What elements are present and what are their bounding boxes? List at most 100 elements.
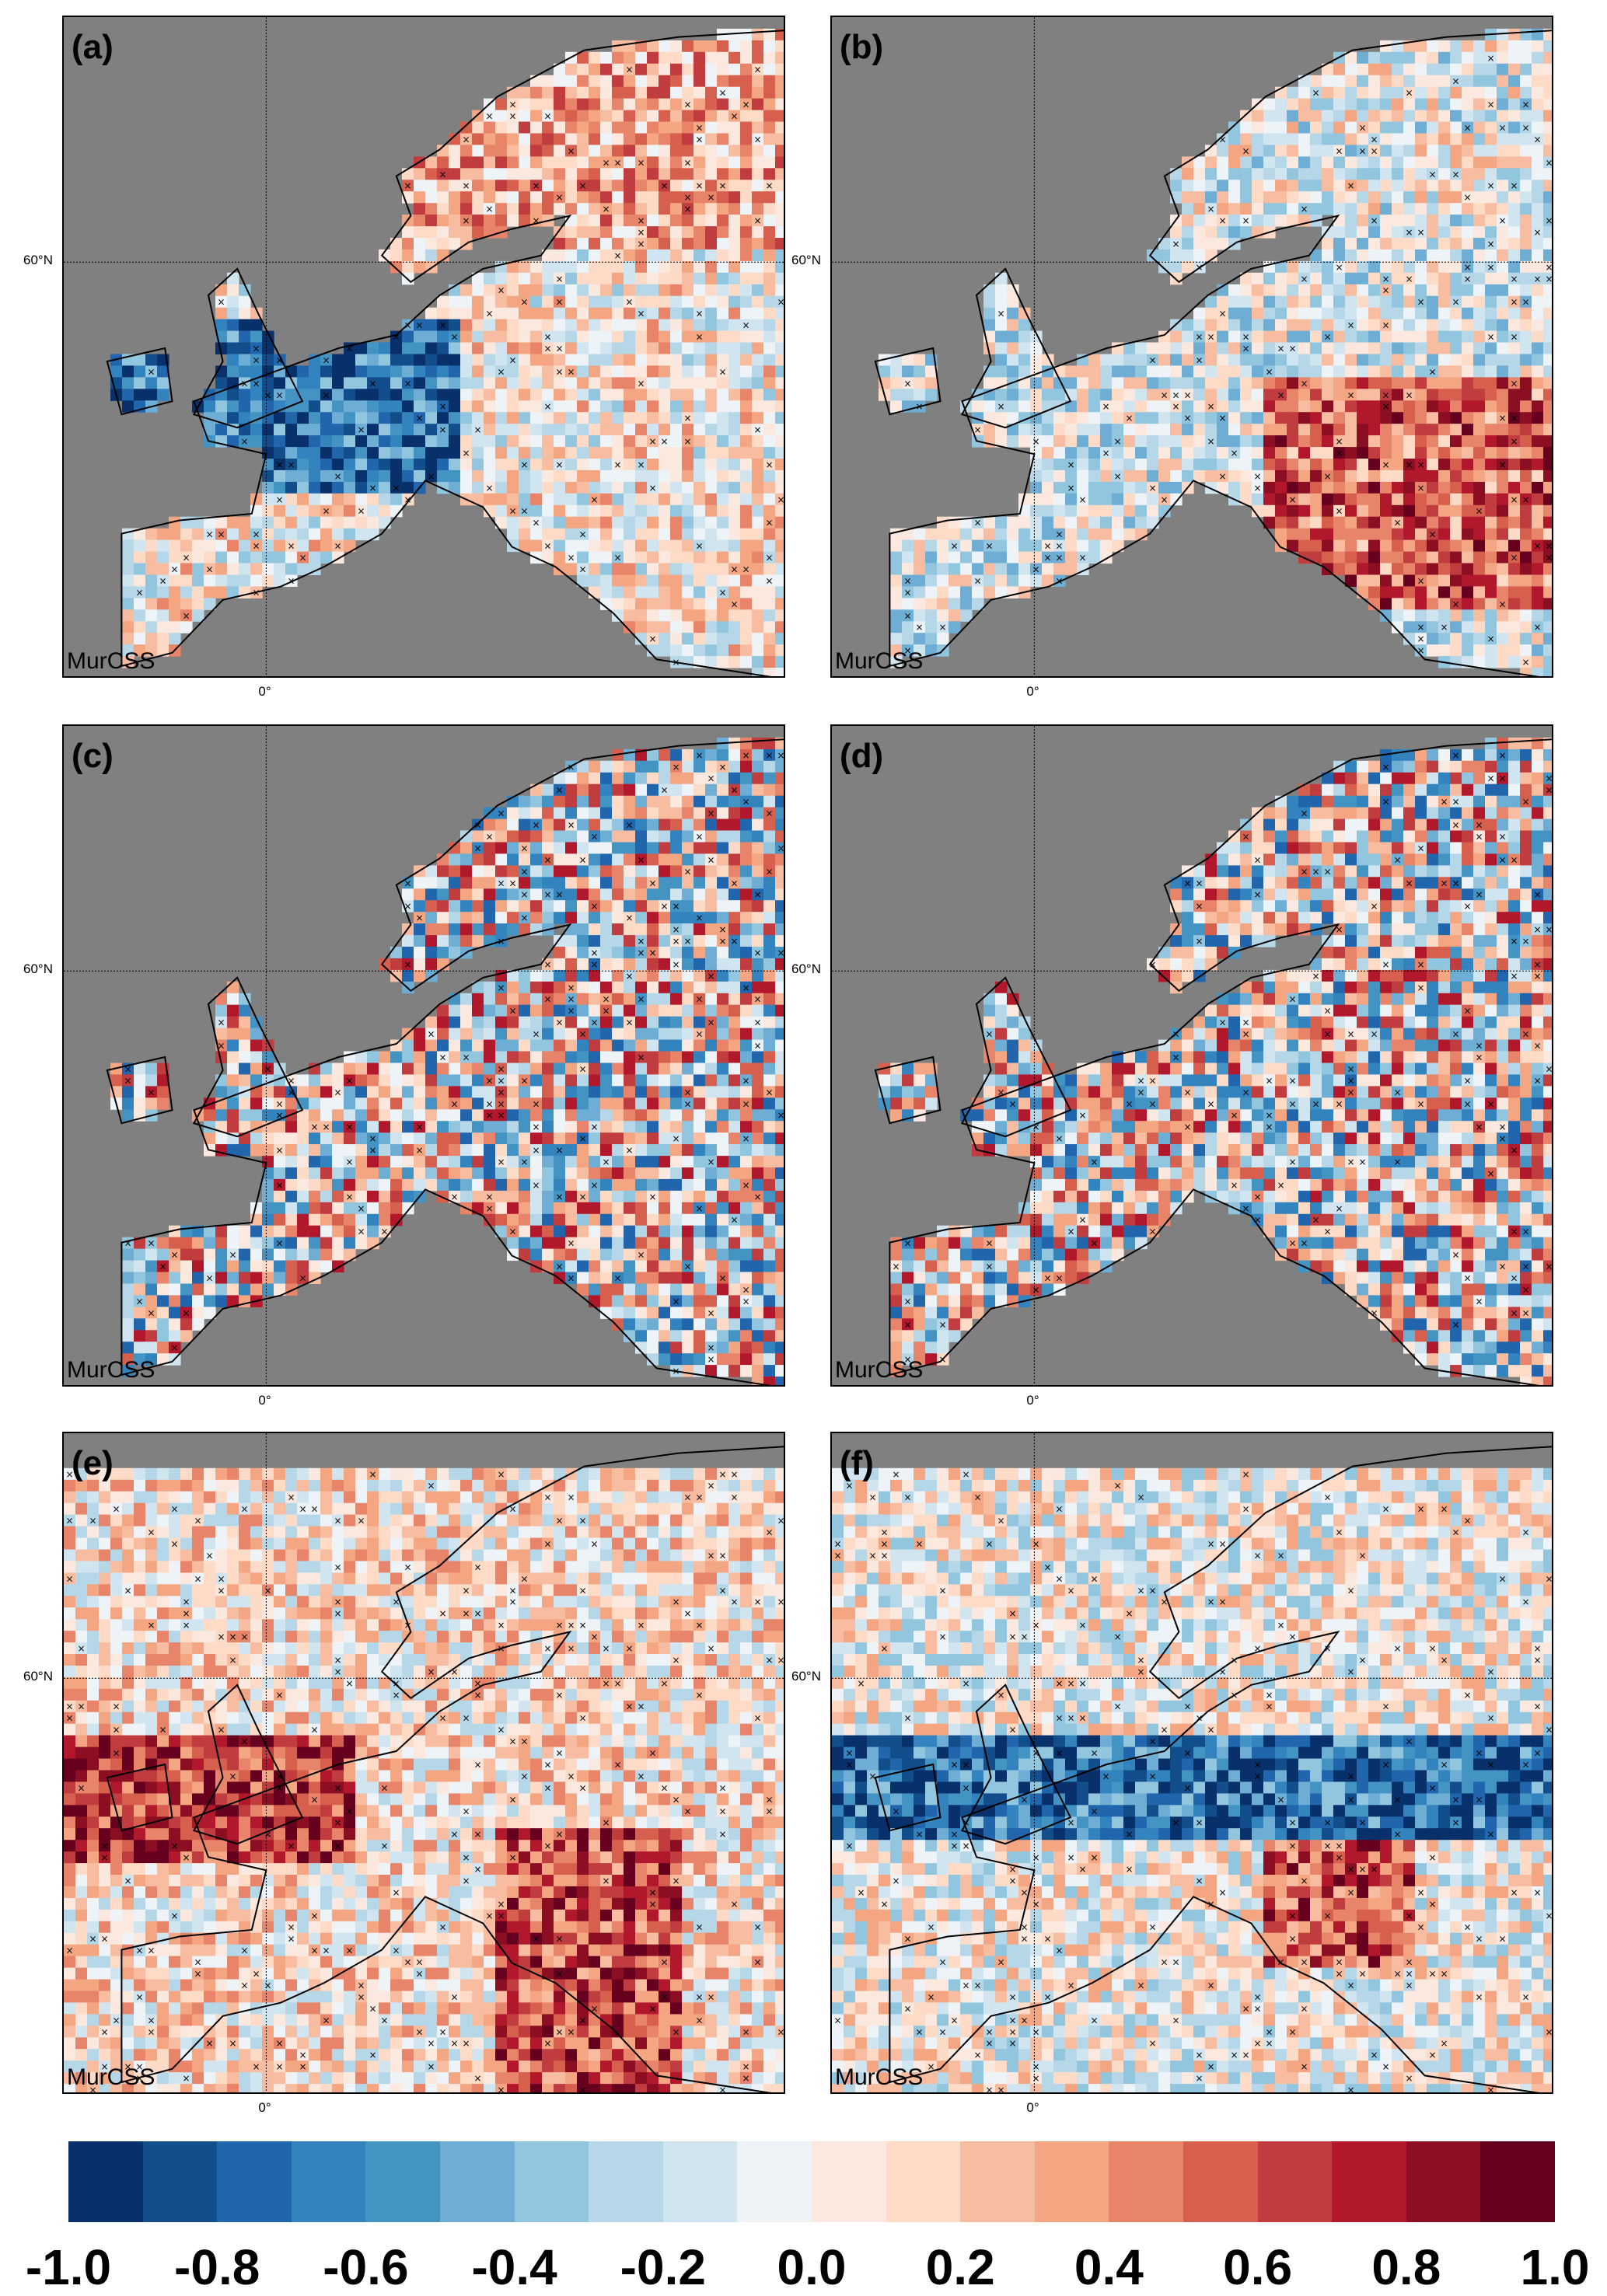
grid-cell <box>1508 52 1521 65</box>
grid-cell <box>1333 365 1346 378</box>
significance-mark: × <box>590 494 598 505</box>
grid-cell <box>589 808 601 820</box>
grid-cell <box>390 424 403 436</box>
grid-cell <box>1368 470 1381 483</box>
grid-cell <box>1427 249 1439 262</box>
grid-cell <box>693 273 706 285</box>
grid-cell <box>309 389 321 401</box>
grid-cell <box>763 1040 776 1052</box>
grid-cell <box>145 609 158 622</box>
grid-cell <box>1357 249 1369 262</box>
grid-cell <box>1345 482 1357 494</box>
grid-cell <box>1497 134 1509 146</box>
grid-cell <box>1310 482 1322 494</box>
grid-cell <box>519 319 531 332</box>
longitude-label: 0° <box>258 684 271 700</box>
grid-cell <box>600 982 613 994</box>
grid-cell <box>472 1040 484 1052</box>
significance-mark: × <box>252 541 260 552</box>
grid-cell <box>145 621 158 633</box>
grid-cell <box>1182 168 1194 180</box>
grid-cell <box>1368 273 1381 285</box>
grid-cell <box>530 168 543 180</box>
grid-cell <box>519 1028 531 1041</box>
grid-cell <box>577 1005 589 1017</box>
grid-cell <box>600 447 613 459</box>
grid-cell <box>624 1063 636 1076</box>
grid-cell <box>1450 575 1462 588</box>
significance-mark: × <box>1510 297 1518 308</box>
grid-cell <box>1368 343 1381 355</box>
significance-mark: × <box>765 459 773 470</box>
grid-cell <box>1158 365 1171 378</box>
grid-cell <box>1310 505 1322 518</box>
grid-cell <box>728 354 741 367</box>
grid-cell <box>460 284 473 297</box>
grid-cell <box>659 75 671 88</box>
significance-mark: × <box>438 320 446 331</box>
grid-cell <box>472 1005 484 1017</box>
grid-cell <box>554 819 566 832</box>
grid-cell <box>1368 424 1381 436</box>
grid-cell <box>530 273 543 285</box>
grid-cell <box>519 517 531 529</box>
grid-cell <box>624 424 636 436</box>
significance-mark: × <box>1218 309 1226 319</box>
grid-cell <box>530 912 543 924</box>
grid-cell <box>1170 412 1183 424</box>
significance-mark: × <box>1428 366 1436 377</box>
grid-cell <box>775 203 785 215</box>
grid-cell <box>600 238 613 250</box>
grid-cell <box>542 319 554 332</box>
grid-cell <box>577 249 589 262</box>
significance-mark: × <box>369 378 376 389</box>
grid-cell <box>890 598 903 610</box>
grid-cell <box>705 935 718 947</box>
grid-cell <box>1100 517 1113 529</box>
grid-cell <box>1345 529 1357 541</box>
grid-cell <box>960 540 973 553</box>
grid-cell <box>775 621 785 633</box>
grid-cell <box>554 540 566 553</box>
grid-cell <box>542 122 554 134</box>
grid-cell <box>1392 238 1404 250</box>
grid-cell <box>449 308 461 320</box>
grid-cell <box>1462 238 1474 250</box>
grid-cell <box>565 831 578 843</box>
grid-cell <box>1065 377 1078 389</box>
significance-mark: × <box>217 529 225 540</box>
grid-cell <box>472 853 484 866</box>
grid-cell <box>1333 319 1346 332</box>
significance-mark: × <box>637 239 645 249</box>
grid-cell <box>717 644 729 657</box>
grid-cell <box>1135 377 1148 389</box>
grid-cell <box>589 168 601 180</box>
grid-cell <box>542 447 554 459</box>
grid-cell <box>507 1052 519 1064</box>
grid-cell <box>775 865 785 878</box>
grid-cell <box>624 249 636 262</box>
grid-cell <box>682 505 694 518</box>
grid-cell <box>589 552 601 564</box>
grid-cell <box>600 819 613 832</box>
grid-cell <box>600 435 613 448</box>
grid-cell <box>285 412 298 424</box>
grid-cell <box>1345 331 1357 344</box>
grid-cell <box>507 412 519 424</box>
grid-cell <box>460 935 473 947</box>
grid-cell <box>1438 168 1451 180</box>
grid-cell <box>344 494 356 506</box>
grid-cell <box>1473 191 1486 204</box>
grid-cell <box>1193 319 1206 332</box>
grid-cell <box>600 935 613 947</box>
significance-mark: × <box>415 912 423 923</box>
grid-cell <box>1345 412 1357 424</box>
grid-cell <box>589 52 601 65</box>
grid-cell <box>925 540 938 553</box>
grid-cell <box>507 470 519 483</box>
grid-cell <box>519 389 531 401</box>
grid-cell <box>262 540 274 553</box>
grid-cell <box>437 343 449 355</box>
grid-cell <box>530 900 543 912</box>
grid-cell <box>484 168 496 180</box>
